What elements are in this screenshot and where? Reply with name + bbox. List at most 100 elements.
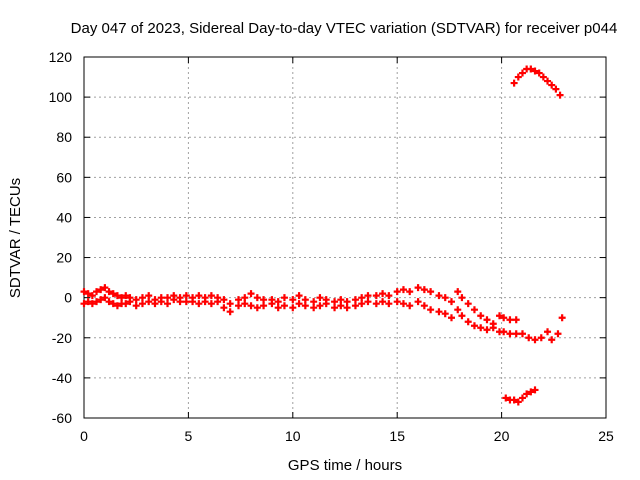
data-point (195, 292, 203, 300)
data-point (80, 288, 88, 296)
data-point (548, 336, 556, 344)
data-point (101, 284, 109, 292)
data-point (84, 298, 92, 306)
data-point (247, 290, 255, 298)
data-point (531, 336, 539, 344)
data-point (260, 296, 268, 304)
data-point (145, 292, 153, 300)
data-point (226, 308, 234, 316)
x-tick-label: 0 (80, 428, 88, 444)
data-point (385, 300, 393, 308)
data-point (502, 394, 510, 402)
data-point (447, 314, 455, 322)
data-point (316, 294, 324, 302)
data-point (105, 298, 113, 306)
data-point (364, 298, 372, 306)
data-point (235, 296, 243, 304)
data-point (483, 326, 491, 334)
data-point (301, 296, 309, 304)
data-point (544, 328, 552, 336)
data-point (289, 296, 297, 304)
data-point (88, 300, 96, 308)
data-point (253, 294, 261, 302)
data-point (109, 290, 117, 298)
data-point (500, 314, 508, 322)
data-point (310, 298, 318, 306)
x-tick-label: 5 (185, 428, 193, 444)
y-tick-label: 120 (49, 49, 73, 65)
data-point (406, 288, 414, 296)
data-point (247, 302, 255, 310)
data-point (182, 298, 190, 306)
data-point (301, 302, 309, 310)
data-point (113, 292, 121, 300)
data-point (138, 300, 146, 308)
data-point (358, 300, 366, 308)
data-point (310, 304, 318, 312)
axis-ticks (83, 56, 607, 419)
data-point (506, 330, 514, 338)
data-point (510, 396, 518, 404)
data-point (512, 330, 520, 338)
data-point (351, 302, 359, 310)
data-point (343, 304, 351, 312)
y-tick-label: 60 (56, 169, 72, 185)
series-main-band (80, 284, 566, 344)
data-point (458, 294, 466, 302)
x-tick-label: 10 (285, 428, 301, 444)
data-point (506, 316, 514, 324)
data-point (441, 310, 449, 318)
data-point (207, 300, 215, 308)
data-point (477, 324, 485, 332)
data-point (489, 324, 497, 332)
data-point (420, 286, 428, 294)
data-point (435, 308, 443, 316)
data-point (470, 322, 478, 330)
data-point (164, 294, 172, 302)
y-axis-label: SDTVAR / TECUs (7, 178, 24, 298)
data-point (385, 292, 393, 300)
data-point (295, 300, 303, 308)
data-point (358, 294, 366, 302)
data-point (427, 288, 435, 296)
data-point (226, 300, 234, 308)
data-point (122, 300, 130, 308)
data-point (132, 296, 140, 304)
data-point (464, 300, 472, 308)
data-point (182, 292, 190, 300)
data-point (214, 298, 222, 306)
data-point (170, 296, 178, 304)
data-point (523, 390, 531, 398)
data-point (399, 286, 407, 294)
data-point (464, 318, 472, 326)
y-tick-label: 20 (56, 250, 72, 266)
data-point (322, 300, 330, 308)
x-axis-label: GPS time / hours (288, 457, 402, 474)
y-tick-label: 100 (49, 89, 73, 105)
data-point (241, 294, 249, 302)
data-point (554, 330, 562, 338)
data-point (525, 334, 533, 342)
y-tick-label: -40 (52, 370, 72, 386)
data-point (510, 79, 518, 87)
data-point (295, 292, 303, 300)
y-tick-label: -60 (52, 410, 72, 426)
data-point (331, 298, 339, 306)
data-point (126, 298, 134, 306)
data-point (118, 294, 126, 302)
data-point (241, 300, 249, 308)
data-point (343, 298, 351, 306)
data-point (220, 304, 228, 312)
data-point (441, 294, 449, 302)
data-point (101, 294, 109, 302)
data-point (558, 314, 566, 322)
data-point (138, 294, 146, 302)
x-tick-labels: 0 5 10 15 20 25 (80, 428, 614, 444)
data-point (132, 302, 140, 310)
data-point (483, 316, 491, 324)
data-point (427, 306, 435, 314)
data-point (531, 386, 539, 394)
series-upper-arc (510, 65, 564, 99)
data-point (351, 296, 359, 304)
data-point (80, 300, 88, 308)
